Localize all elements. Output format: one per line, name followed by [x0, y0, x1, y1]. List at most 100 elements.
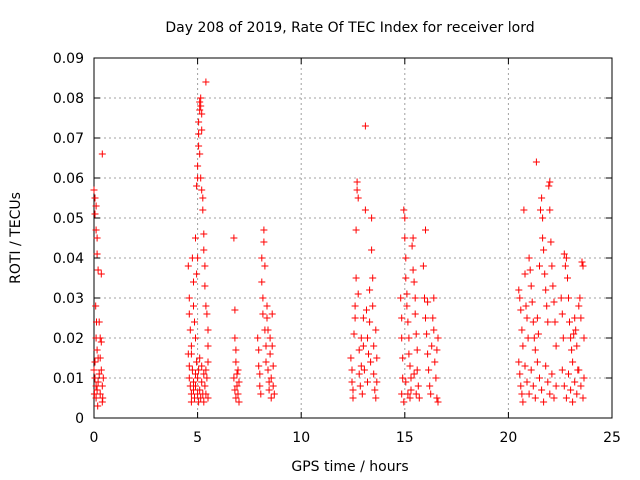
data-point [527, 366, 535, 374]
data-point [518, 326, 526, 334]
data-point [232, 394, 240, 402]
data-point [262, 342, 270, 350]
data-point [366, 318, 374, 326]
data-point [403, 290, 411, 298]
data-point [531, 394, 539, 402]
data-point [562, 394, 570, 402]
data-point [519, 398, 527, 406]
data-point [401, 234, 409, 242]
data-point [402, 378, 410, 386]
data-points [90, 78, 588, 410]
data-point [270, 390, 278, 398]
y-tick-label: 0.01 [53, 371, 84, 387]
data-point [519, 342, 527, 350]
data-point [264, 326, 272, 334]
data-point [570, 330, 578, 338]
data-point [573, 342, 581, 350]
data-point [579, 394, 587, 402]
data-point [430, 294, 438, 302]
data-point [198, 186, 206, 194]
data-point [407, 386, 415, 394]
data-point [427, 390, 435, 398]
data-point [361, 206, 369, 214]
data-point [539, 214, 547, 222]
data-point [564, 274, 571, 282]
data-point [94, 378, 102, 386]
data-point [524, 334, 532, 342]
data-point [552, 342, 560, 350]
data-point [403, 302, 411, 310]
data-point [204, 394, 212, 402]
data-point [528, 298, 536, 306]
data-point [406, 362, 414, 370]
data-point [352, 226, 360, 234]
data-point [96, 354, 104, 362]
data-point [192, 334, 199, 342]
data-point [422, 314, 429, 322]
data-point [203, 310, 211, 318]
data-point [355, 346, 363, 354]
y-tick-label: 0.08 [53, 91, 84, 107]
data-point [231, 306, 239, 314]
data-point [540, 398, 548, 406]
data-point [97, 366, 105, 374]
data-point [204, 326, 212, 334]
data-point [196, 98, 204, 106]
data-point [348, 378, 356, 386]
data-point [541, 270, 549, 278]
data-point [539, 234, 547, 242]
data-point [359, 314, 367, 322]
data-point [434, 398, 442, 406]
data-point [546, 178, 554, 186]
data-point [190, 378, 197, 386]
data-point [400, 206, 408, 214]
data-point [575, 366, 583, 374]
data-point [92, 394, 100, 402]
data-point [410, 370, 418, 378]
data-point [411, 294, 419, 302]
data-point [523, 314, 531, 322]
data-point [540, 246, 548, 254]
data-point [412, 330, 420, 338]
data-point [546, 390, 554, 398]
data-point [517, 382, 525, 390]
data-point [99, 394, 107, 402]
data-point [91, 358, 99, 366]
data-point [561, 262, 569, 270]
data-point [256, 370, 264, 378]
data-point [369, 274, 377, 282]
data-point [424, 350, 432, 358]
data-point [567, 386, 575, 394]
data-point [197, 102, 205, 110]
data-point [372, 394, 380, 402]
data-point [366, 286, 374, 294]
plot-frame [93, 57, 613, 419]
data-point [560, 382, 568, 390]
data-point [422, 226, 429, 234]
data-point [413, 366, 421, 374]
data-point [352, 274, 360, 282]
data-point [575, 302, 583, 310]
data-point [544, 378, 552, 386]
data-point [233, 370, 241, 378]
data-point [432, 374, 440, 382]
data-point [516, 294, 524, 302]
data-point [231, 334, 239, 342]
data-point [265, 386, 273, 394]
data-point [98, 150, 106, 158]
data-point [92, 226, 100, 234]
data-point [267, 394, 275, 402]
data-point [368, 246, 376, 254]
data-point [258, 278, 266, 286]
data-point [185, 310, 193, 318]
data-point [557, 294, 565, 302]
data-point [526, 266, 534, 274]
x-tick-label: 20 [499, 430, 517, 446]
data-point [255, 346, 263, 354]
data-point [194, 254, 202, 262]
x-axis-label: GPS time / hours [291, 459, 408, 475]
data-point [201, 382, 209, 390]
data-point [429, 314, 437, 322]
data-point [269, 382, 277, 390]
